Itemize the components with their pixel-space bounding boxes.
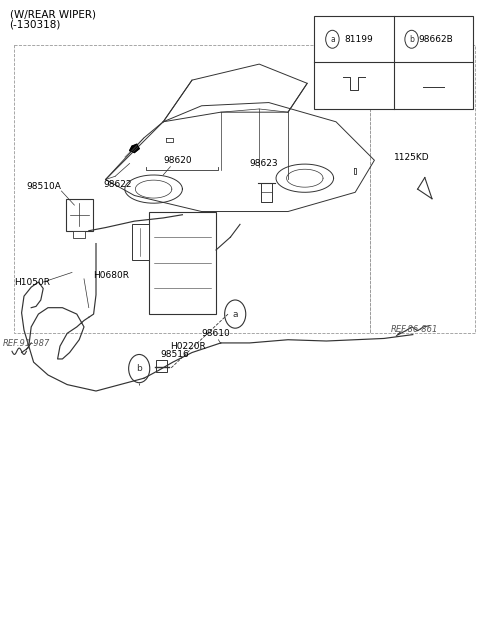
Polygon shape bbox=[130, 144, 139, 153]
Text: b: b bbox=[409, 35, 414, 44]
Text: 98662B: 98662B bbox=[418, 35, 453, 44]
Text: b: b bbox=[136, 364, 142, 373]
Text: (W/REAR WIPER): (W/REAR WIPER) bbox=[10, 10, 96, 20]
Text: a: a bbox=[330, 35, 335, 44]
Bar bbox=[149, 212, 216, 314]
Text: 98623: 98623 bbox=[250, 159, 278, 168]
Bar bbox=[66, 199, 93, 231]
Bar bbox=[132, 224, 149, 260]
Text: REF.86-861: REF.86-861 bbox=[391, 325, 439, 334]
Text: a: a bbox=[232, 310, 238, 319]
Bar bbox=[156, 360, 167, 372]
Text: 81199: 81199 bbox=[345, 35, 373, 44]
Text: 98610: 98610 bbox=[202, 329, 230, 338]
Text: REF.91-987: REF.91-987 bbox=[2, 339, 50, 348]
Text: 98510A: 98510A bbox=[26, 182, 61, 191]
Text: (-130318): (-130318) bbox=[10, 19, 61, 29]
Text: 98516: 98516 bbox=[161, 350, 190, 359]
Text: 98622: 98622 bbox=[103, 180, 132, 189]
Text: H0680R: H0680R bbox=[94, 271, 130, 280]
Text: 1125KD: 1125KD bbox=[394, 153, 429, 162]
Text: H0220R: H0220R bbox=[170, 342, 206, 351]
Text: 98620: 98620 bbox=[163, 156, 192, 165]
Bar bbox=[314, 16, 473, 109]
Text: H1050R: H1050R bbox=[14, 278, 50, 287]
Bar bbox=[73, 231, 85, 238]
